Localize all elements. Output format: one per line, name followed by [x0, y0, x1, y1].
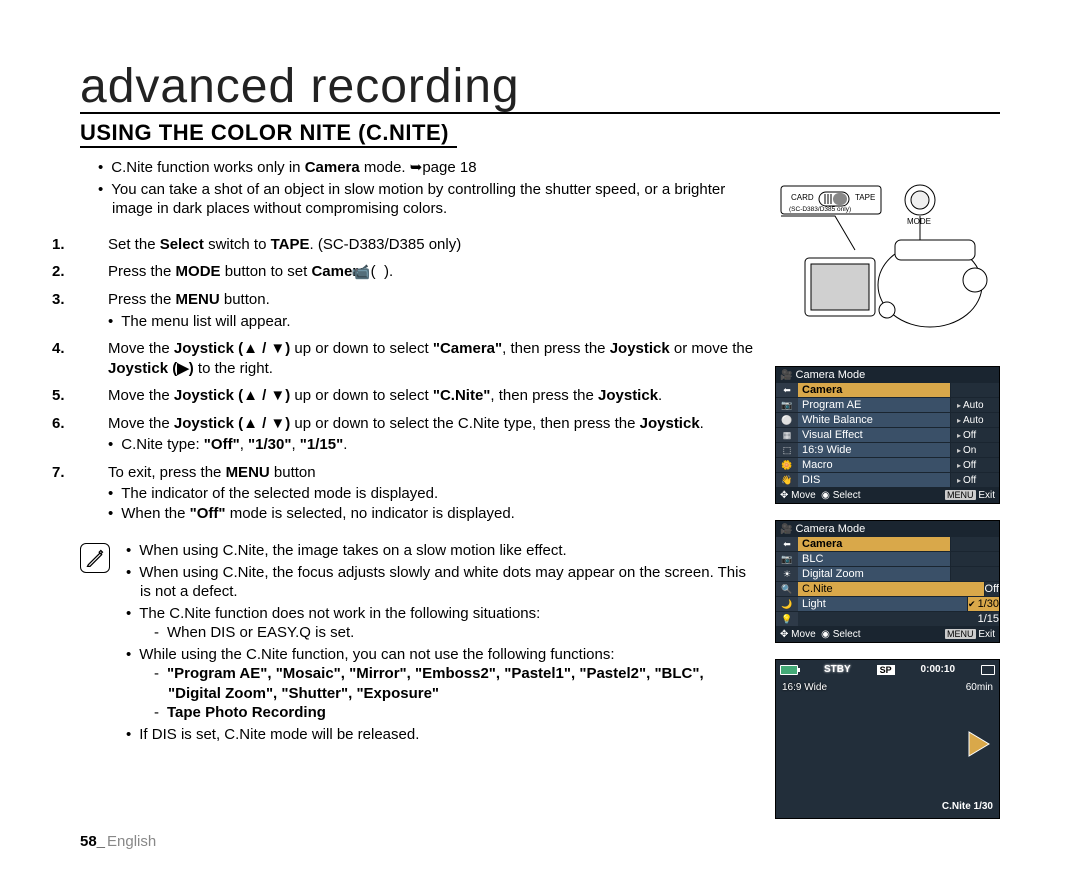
steps-list: Set the Select switch to TAPE. (SC-D383/… [80, 235, 760, 523]
min-label: 60min [966, 682, 993, 693]
menu2-title: Camera Mode [796, 523, 866, 535]
note-sub: "Program AE", "Mosaic", "Mirror", "Embos… [154, 664, 760, 703]
menu2-move: Move [791, 629, 815, 640]
cnite-indicator: C.Nite 1/30 [942, 801, 993, 812]
chapter-title: advanced recording [80, 62, 1000, 114]
sp-label: SP [877, 665, 895, 675]
section-title: USING THE COLOR NITE (C.NITE) [80, 120, 457, 148]
step-item: Press the MODE button to set Camera ( 📹 … [80, 262, 760, 282]
note-icon [80, 543, 110, 573]
menu1-select: Select [833, 490, 861, 501]
step-sub: The indicator of the selected mode is di… [108, 484, 760, 504]
note-item: When using C.Nite, the image takes on a … [126, 541, 760, 561]
notes-list: When using C.Nite, the image takes on a … [126, 541, 760, 746]
menu-screen-1: 🎥 Camera Mode ⬅📷⚪▦⬚🌼👋 Camera Program AEA… [775, 366, 1000, 504]
menu-row: MacroOff [798, 458, 999, 473]
intro-bullet: You can take a shot of an object in slow… [98, 180, 760, 219]
stby-label: STBY [824, 664, 851, 675]
menu-row: Program AEAuto [798, 398, 999, 413]
notes-block: When using C.Nite, the image takes on a … [80, 541, 760, 746]
step-sub: C.Nite type: "Off", "1/30", "1/15". [108, 435, 760, 455]
intro-bullet: C.Nite function works only in Camera mod… [98, 158, 760, 178]
menu1-title: Camera Mode [796, 369, 866, 381]
menu1-menu: MENU [945, 490, 976, 500]
camcorder-illustration: CARD TAPE (SC-D383/D385 only) MODE [775, 180, 1000, 350]
menu-row: DISOff [798, 473, 999, 488]
intro-list: C.Nite function works only in Camera mod… [98, 158, 760, 219]
menu1-move: Move [791, 490, 815, 501]
menu-row: 16:9 WideOn [798, 443, 999, 458]
step-item: Press the MENU button.The menu list will… [80, 290, 760, 331]
menu-screen-2: 🎥 Camera Mode ⬅📷☀🔍🌙💡 CameraBLCDigital Zo… [775, 520, 1000, 643]
step-item: Set the Select switch to TAPE. (SC-D383/… [80, 235, 760, 255]
menu2-exit: Exit [978, 629, 995, 640]
illustration-column: CARD TAPE (SC-D383/D385 only) MODE [775, 180, 1000, 819]
note-sub: Tape Photo Recording [154, 703, 760, 723]
step-sub: The menu list will appear. [108, 312, 760, 332]
menu-row: BLC [798, 552, 999, 567]
rec-time: 0:00:10 [921, 664, 955, 675]
play-indicator-icon [965, 730, 993, 761]
step-item: Move the Joystick (▲ / ▼) up or down to … [80, 386, 760, 406]
step-item: Move the Joystick (▲ / ▼) up or down to … [80, 414, 760, 455]
tape-label: TAPE [855, 193, 875, 202]
menu1-exit: Exit [978, 490, 995, 501]
menu-row: Visual EffectOff [798, 428, 999, 443]
model-note: (SC-D383/D385 only) [789, 206, 851, 213]
page-number: 58_ [80, 833, 105, 850]
wide-label: 16:9 Wide [782, 682, 827, 693]
menu2-menu: MENU [945, 629, 976, 639]
note-item: When using C.Nite, the focus adjusts slo… [126, 563, 760, 602]
step-sub: When the "Off" mode is selected, no indi… [108, 504, 760, 524]
step-item: To exit, press the MENU buttonThe indica… [80, 463, 760, 524]
page-language: English [107, 833, 156, 850]
menu-row: Digital Zoom [798, 567, 999, 582]
menu2-select: Select [833, 629, 861, 640]
note-item: While using the C.Nite function, you can… [126, 645, 760, 723]
page-footer: 58_English [80, 833, 156, 850]
mode-label: MODE [907, 217, 931, 226]
note-item: The C.Nite function does not work in the… [126, 604, 760, 643]
menu-row: White BalanceAuto [798, 413, 999, 428]
recording-screen: STBY SP 0:00:10 16:9 Wide 60min C.Nite 1… [775, 659, 1000, 819]
note-sub: When DIS or EASY.Q is set. [154, 623, 760, 643]
cassette-icon [981, 665, 995, 675]
content-column: C.Nite function works only in Camera mod… [80, 158, 760, 746]
battery-icon [780, 665, 798, 675]
card-label: CARD [791, 193, 814, 202]
step-item: Move the Joystick (▲ / ▼) up or down to … [80, 339, 760, 378]
note-item: If DIS is set, C.Nite mode will be relea… [126, 725, 760, 745]
